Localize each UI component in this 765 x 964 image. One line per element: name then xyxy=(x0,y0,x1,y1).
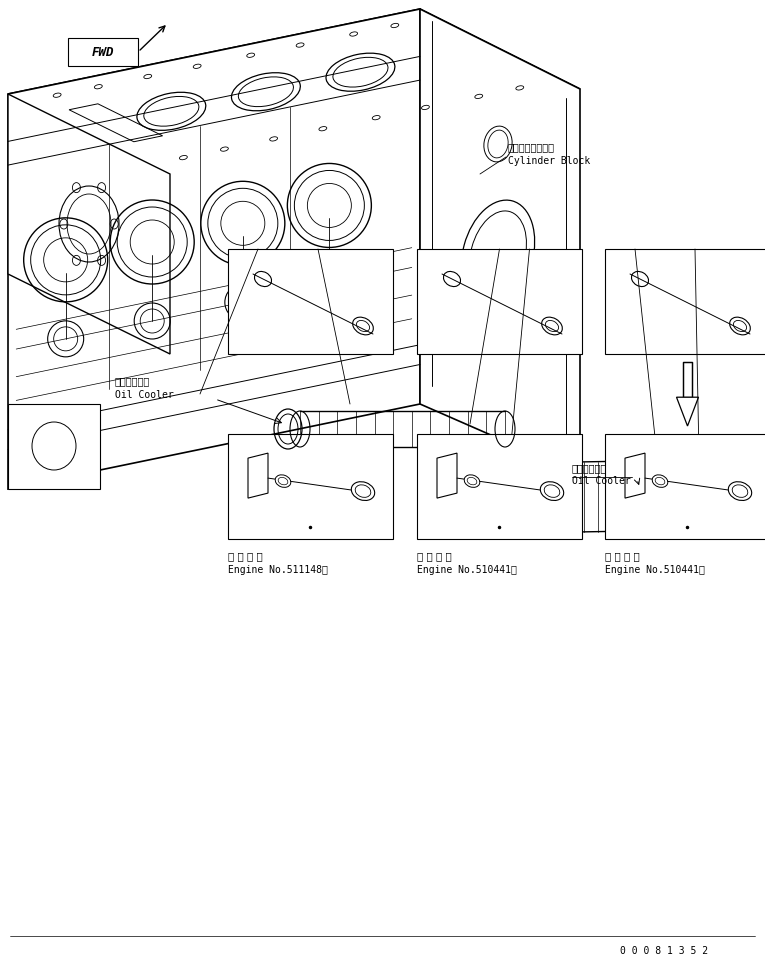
Bar xyxy=(605,249,765,354)
Text: Oil Cooler: Oil Cooler xyxy=(115,390,174,400)
Polygon shape xyxy=(248,453,268,498)
Text: 適 用 号 機: 適 用 号 機 xyxy=(228,551,262,561)
Text: Engine No.510441～: Engine No.510441～ xyxy=(605,565,705,575)
Polygon shape xyxy=(489,397,510,426)
Ellipse shape xyxy=(275,475,291,488)
Text: FWD: FWD xyxy=(92,46,114,60)
Ellipse shape xyxy=(464,475,480,488)
Bar xyxy=(417,249,582,354)
Polygon shape xyxy=(300,397,321,426)
Text: オイルクーラ: オイルクーラ xyxy=(115,376,150,386)
Polygon shape xyxy=(8,94,170,354)
Text: Engine No.511148～: Engine No.511148～ xyxy=(228,565,328,575)
Ellipse shape xyxy=(351,482,375,500)
Bar xyxy=(228,249,393,354)
Bar xyxy=(682,362,692,397)
Polygon shape xyxy=(8,9,580,174)
Polygon shape xyxy=(8,404,100,489)
Text: Engine No.510441～: Engine No.510441～ xyxy=(417,565,517,575)
Bar xyxy=(417,434,582,539)
Polygon shape xyxy=(437,453,457,498)
Polygon shape xyxy=(68,38,138,66)
Text: Cylinder Block: Cylinder Block xyxy=(508,156,591,166)
Ellipse shape xyxy=(728,482,752,500)
Text: 適 用 号 機: 適 用 号 機 xyxy=(417,551,452,561)
Polygon shape xyxy=(676,397,698,426)
Text: シリンダブロック: シリンダブロック xyxy=(508,142,555,152)
Text: 適 用 号 機: 適 用 号 機 xyxy=(605,551,640,561)
Text: オイルクーラ: オイルクーラ xyxy=(572,463,607,473)
Ellipse shape xyxy=(540,482,564,500)
Polygon shape xyxy=(8,9,420,489)
Bar xyxy=(305,362,315,397)
Ellipse shape xyxy=(653,475,668,488)
Text: 0 0 0 8 1 3 5 2: 0 0 0 8 1 3 5 2 xyxy=(620,946,708,956)
Polygon shape xyxy=(745,452,765,529)
Bar xyxy=(605,434,765,539)
Bar xyxy=(494,362,504,397)
Text: Oil Cooler: Oil Cooler xyxy=(572,476,631,486)
Bar xyxy=(228,434,393,539)
Polygon shape xyxy=(625,453,645,498)
Polygon shape xyxy=(420,9,580,474)
